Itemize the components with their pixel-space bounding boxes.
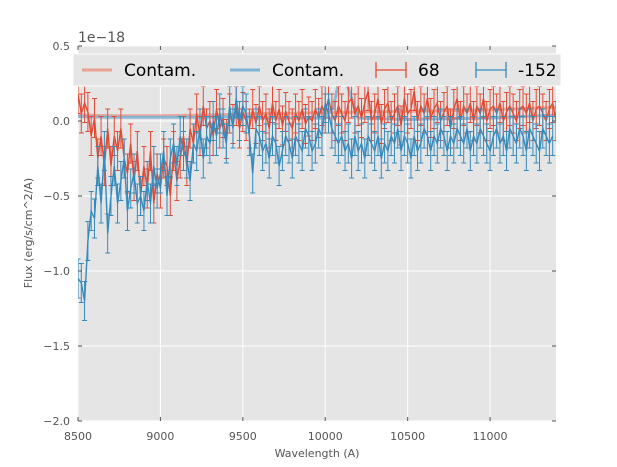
y-tick-label: −0.5 — [43, 190, 70, 203]
legend-68-swatch — [375, 62, 407, 78]
legend-152-label: -152 — [518, 61, 557, 81]
ticks: 8500 9000 9500 10000 10500 11000 0.5 0.0 −0.5 −1.… — [43, 40, 556, 443]
x-tick-label: 8500 — [64, 430, 92, 443]
x-tick-label: 10000 — [308, 430, 343, 443]
series-line — [78, 98, 554, 302]
legend-152-swatch — [475, 62, 507, 78]
y-offset-text: 1e−18 — [78, 30, 125, 46]
legend-contam-blue-label: Contam. — [272, 61, 344, 81]
x-tick-label: 9500 — [229, 430, 257, 443]
legend-contam-red-label: Contam. — [124, 61, 196, 81]
legend: Contam. Contam. 68 -152 — [72, 53, 562, 87]
series-errorbar-1 — [78, 78, 556, 321]
y-tick-label: −1.0 — [43, 265, 70, 278]
y-axis-label: Flux (erg/s/cm^2/A) — [22, 178, 35, 288]
x-tick-label: 11000 — [473, 430, 508, 443]
y-tick-label: 0.0 — [53, 115, 71, 128]
series-line — [78, 90, 556, 204]
legend-68-label: 68 — [418, 61, 440, 81]
y-tick-label: 0.5 — [53, 40, 71, 53]
y-tick-label: −2.0 — [43, 415, 70, 428]
y-tick-label: −1.5 — [43, 340, 70, 353]
x-axis-label: Wavelength (A) — [275, 447, 360, 460]
x-tick-label: 10500 — [390, 430, 425, 443]
x-tick-label: 9000 — [146, 430, 174, 443]
